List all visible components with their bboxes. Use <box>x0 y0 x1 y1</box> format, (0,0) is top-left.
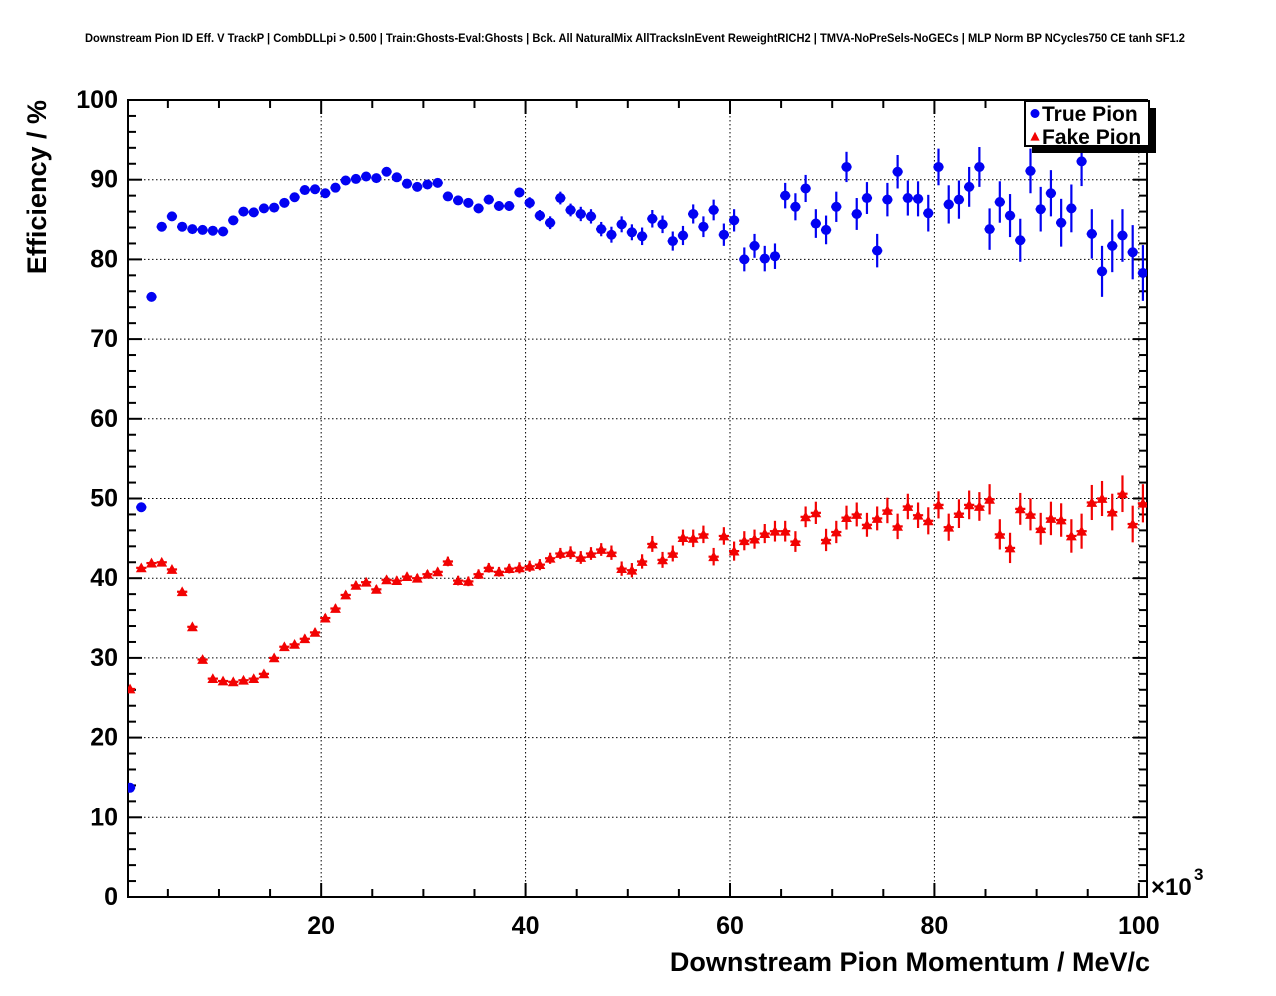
y-tick-label: 40 <box>90 564 118 592</box>
y-tick-label: 0 <box>104 883 118 911</box>
series-fake-pion <box>128 475 1147 694</box>
x-tick-label: 20 <box>307 912 335 940</box>
legend: True Pion Fake Pion <box>1024 100 1156 153</box>
y-tick-label: 90 <box>90 166 118 194</box>
y-tick-label: 70 <box>90 325 118 353</box>
x-tick-label: 40 <box>512 912 540 940</box>
y-tick-label: 30 <box>90 644 118 672</box>
y-tick-label: 20 <box>90 724 118 752</box>
y-tick-label: 10 <box>90 803 118 831</box>
x-tick-label: 60 <box>716 912 744 940</box>
y-axis-title: Efficiency / % <box>22 100 52 274</box>
y-tick-label: 100 <box>76 86 118 114</box>
x-tick-label: 100 <box>1118 912 1160 940</box>
y-tick-label: 60 <box>90 405 118 433</box>
x-axis-multiplier: ×10 <box>1151 874 1192 901</box>
series-true-pion <box>128 136 1147 793</box>
legend-marker-fake-pion-icon <box>1030 131 1040 141</box>
legend-label-fake-pion: Fake Pion <box>1042 126 1141 149</box>
plot-title: Downstream Pion ID Eff. V TrackP | CombD… <box>85 33 1185 45</box>
x-axis-multiplier-exponent: 3 <box>1194 865 1203 884</box>
y-tick-label: 50 <box>90 485 118 513</box>
x-axis-title: Downstream Pion Momentum / MeV/c <box>670 947 1150 977</box>
legend-label-true-pion: True Pion <box>1042 103 1138 126</box>
axes: 0 10 20 30 40 50 60 70 80 90 100 20 40 60 80 100 <box>76 86 1159 940</box>
y-tick-label: 80 <box>90 245 118 273</box>
x-tick-label: 80 <box>921 912 949 940</box>
legend-box <box>1024 100 1150 147</box>
data-points <box>128 136 1147 793</box>
legend-marker-true-pion-icon <box>1030 109 1040 118</box>
